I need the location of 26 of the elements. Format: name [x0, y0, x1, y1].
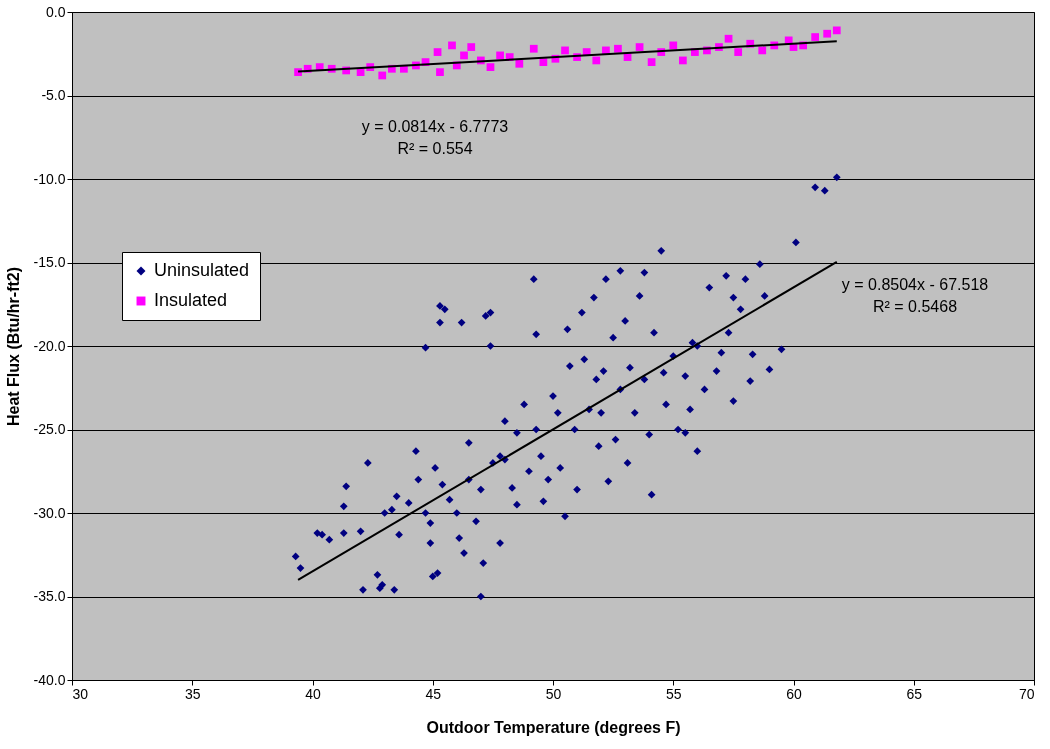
x-tick-label: 65 [906, 685, 923, 702]
x-tick-label: 40 [305, 685, 321, 702]
y-tick-label: 0.0 [46, 3, 66, 20]
y-tick-label: -15.0 [33, 254, 66, 270]
y-tick-label: -5.0 [41, 87, 66, 103]
annotation: y = 0.0814x - 6.7773 [361, 118, 509, 135]
y-tick-label: -10.0 [33, 170, 66, 187]
y-tick-label: -35.0 [33, 588, 66, 604]
y-tick-label: -30.0 [33, 504, 66, 521]
annotation: R² = 0.554 [397, 140, 473, 157]
y-axis-title: Heat Flux (Btu/hr-ft2) [4, 266, 22, 427]
x-tick-label: 70 [1018, 685, 1035, 702]
x-tick-label: 50 [545, 685, 562, 702]
legend-label: Insulated [154, 290, 228, 310]
y-tick-label: -20.0 [33, 337, 66, 354]
y-tick-label: -40.0 [33, 671, 66, 688]
legend-label: Uninsulated [154, 260, 250, 280]
x-tick-label: 60 [786, 685, 802, 702]
x-tick-label: 30 [72, 685, 89, 702]
x-axis-title: Outdoor Temperature (degrees F) [426, 718, 681, 736]
annotation: y = 0.8504x - 67.518 [841, 276, 989, 293]
x-tick-label: 55 [665, 685, 682, 702]
y-tick-label: -25.0 [33, 421, 66, 437]
x-tick-label: 45 [425, 685, 442, 702]
annotation: R² = 0.5468 [872, 298, 958, 315]
x-tick-label: 35 [184, 685, 201, 702]
